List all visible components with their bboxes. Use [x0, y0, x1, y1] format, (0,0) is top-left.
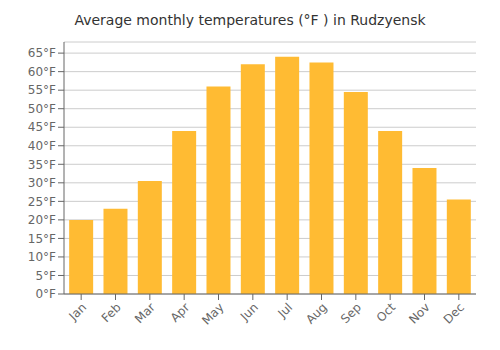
svg-text:Oct: Oct [374, 300, 399, 325]
svg-text:Feb: Feb [99, 300, 124, 325]
svg-text:Mar: Mar [132, 300, 158, 326]
svg-text:May: May [199, 300, 226, 327]
svg-text:20°F: 20°F [28, 213, 56, 227]
svg-text:Nov: Nov [406, 300, 432, 326]
svg-text:Aug: Aug [303, 300, 329, 326]
svg-text:0°F: 0°F [35, 287, 56, 301]
svg-text:25°F: 25°F [28, 195, 56, 209]
svg-text:40°F: 40°F [28, 139, 56, 153]
svg-text:Jun: Jun [237, 300, 261, 324]
svg-text:Sep: Sep [338, 300, 364, 326]
svg-text:65°F: 65°F [28, 46, 56, 60]
svg-text:60°F: 60°F [28, 65, 56, 79]
svg-text:Jan: Jan [66, 300, 90, 324]
svg-text:35°F: 35°F [28, 158, 56, 172]
svg-text:Dec: Dec [441, 300, 467, 326]
svg-text:Apr: Apr [168, 300, 193, 325]
html-text:Average monthly temperatures (: Average monthly temperatures (°F ) in Ru… [74, 12, 426, 28]
svg-text:30°F: 30°F [28, 176, 56, 190]
svg-text:Jul: Jul [274, 300, 295, 321]
svg-text:45°F: 45°F [28, 120, 56, 134]
svg-text:15°F: 15°F [28, 232, 56, 246]
svg-text:5°F: 5°F [35, 269, 56, 283]
svg-text:55°F: 55°F [28, 83, 56, 97]
svg-text:10°F: 10°F [28, 250, 56, 264]
svg-text:50°F: 50°F [28, 102, 56, 116]
